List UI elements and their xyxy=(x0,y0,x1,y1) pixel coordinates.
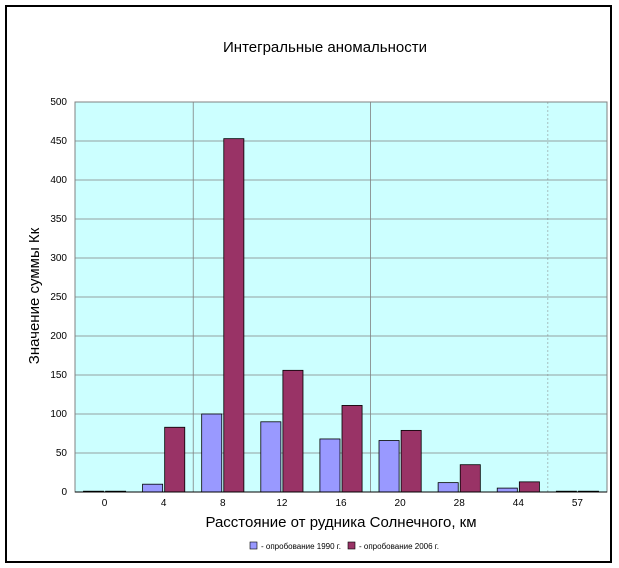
chart-frame: Интегральные аномальности 0 50 100 150 200 25… xyxy=(5,5,612,563)
bar-series2 xyxy=(223,138,245,493)
chart-title: Интегральные аномальности xyxy=(223,39,427,56)
y-tick-label: 500 xyxy=(50,97,67,108)
bar-series1 xyxy=(201,413,223,493)
bar-series2 xyxy=(518,481,540,493)
y-tick-label: 50 xyxy=(56,448,68,459)
x-axis-label: Расстояние от рудника Солнечного, км xyxy=(205,514,476,531)
bar-series1 xyxy=(496,487,518,493)
x-tick-label: 20 xyxy=(395,498,407,509)
x-tick-label: 12 xyxy=(276,498,288,509)
y-axis-label: Значение суммы Кк xyxy=(26,227,43,364)
x-tick-label: 0 xyxy=(102,498,108,509)
y-tick-label: 250 xyxy=(50,292,67,303)
bar-series2 xyxy=(459,464,481,493)
y-tick-label: 100 xyxy=(50,409,67,420)
y-tick-label: 300 xyxy=(50,253,67,264)
plot-area: 0 50 100 150 200 250 300 350 400 450 500 0 4 8 12 16 20 2… xyxy=(50,97,608,509)
bar-series2 xyxy=(282,369,304,493)
legend-label: - опробование 1990 г. xyxy=(261,542,341,551)
bar-series1 xyxy=(319,438,341,493)
chart: Интегральные аномальности 05010015020025… xyxy=(26,39,608,551)
x-tick-label: 8 xyxy=(220,498,226,509)
bar-series1 xyxy=(260,421,282,493)
y-tick-label: 400 xyxy=(50,175,67,186)
bar-series1 xyxy=(142,483,164,493)
x-tick-label: 28 xyxy=(454,498,466,509)
bar-series2 xyxy=(341,405,363,493)
legend-swatch xyxy=(347,541,356,550)
bar-series2 xyxy=(164,426,186,493)
legend-swatch xyxy=(249,541,258,550)
legend-label: - опробование 2006 г. xyxy=(359,542,439,551)
y-tick-label: 450 xyxy=(50,136,67,147)
bar-series1 xyxy=(437,482,459,493)
x-tick-label: 44 xyxy=(513,498,525,509)
bar-series1 xyxy=(378,440,400,493)
legend: - опробование 1990 г. - опробование 2006 … xyxy=(249,541,439,551)
y-tick-label: 200 xyxy=(50,331,67,342)
y-tick-label: 350 xyxy=(50,214,67,225)
y-tick-label: 150 xyxy=(50,370,67,381)
y-tick-label: 0 xyxy=(61,487,67,498)
x-tick-label: 16 xyxy=(335,498,347,509)
x-tick-label: 57 xyxy=(572,498,584,509)
bar-series2 xyxy=(400,429,422,493)
x-tick-label: 4 xyxy=(161,498,167,509)
